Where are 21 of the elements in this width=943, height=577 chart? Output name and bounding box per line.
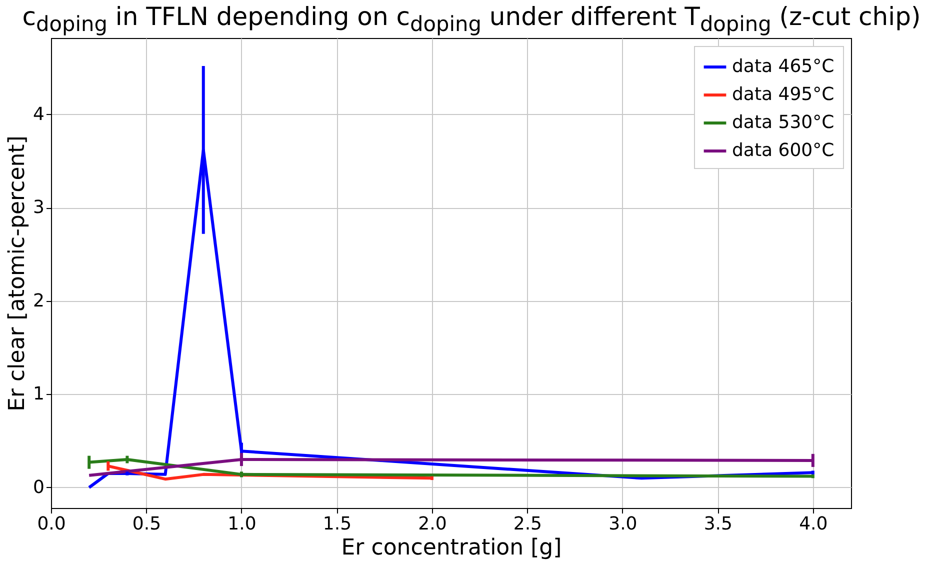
y-tick-label: 4: [33, 104, 44, 125]
x-tick-label: 4.0: [799, 514, 828, 534]
legend-label: data 465°C: [732, 56, 834, 77]
x-tick-label: 3.0: [608, 514, 638, 534]
x-tick-label: 2.5: [513, 514, 542, 534]
y-tick-label: 0: [33, 476, 44, 498]
x-tick-label: 0.5: [132, 514, 162, 534]
y-tick-label: 2: [33, 290, 44, 312]
x-tick-label: 3.5: [704, 514, 732, 534]
legend-label: data 495°C: [732, 84, 834, 105]
x-axis-title: Er concentration [g]: [341, 536, 562, 560]
x-tick-label: 1.0: [228, 514, 256, 534]
x-tick-label: 2.0: [418, 514, 447, 534]
chart-title: c$_{doping}$ in TFLN depending on c$_{doping}$ under different T$_{doping}$ (z-cut chip): [21, 1, 922, 36]
y-tick-label: 1: [33, 384, 44, 405]
y-tick-label: 3: [33, 197, 44, 218]
y-axis-title: Er clear [atomic-percent]: [5, 136, 30, 412]
legend-label: data 530°C: [732, 112, 834, 133]
x-tick-label: 1.5: [322, 514, 352, 534]
x-tick-label: 0.0: [37, 514, 66, 534]
legend-label: data 600°C: [732, 140, 834, 161]
